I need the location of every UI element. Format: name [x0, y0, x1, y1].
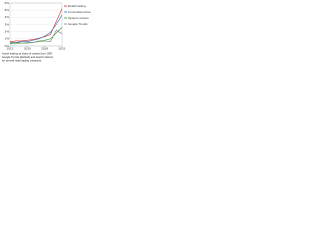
legend-label: Google Trends: [68, 22, 88, 26]
plot-frame: [9, 2, 63, 47]
y-tick-label: 4%: [5, 15, 10, 19]
y-tick-label: 6%: [5, 1, 10, 5]
x-tick-label: 2021: [59, 46, 66, 50]
chart: 0% 1% 2% 3% 4% 5% 6% 2012 2015 2018 2021 Retail tra…: [2, 1, 91, 63]
y-tick-label: 3%: [5, 22, 10, 26]
series-line: [10, 29, 63, 44]
page: {"chart_data": {"type": "line", "x": [20…: [0, 0, 100, 66]
x-tick-label: 2012: [7, 46, 14, 50]
series-line: [10, 27, 63, 45]
series-line: [9, 8, 63, 42]
legend-label: Options volume: [68, 16, 89, 20]
caption: for several retail trading measures: [2, 59, 42, 63]
caption: Google Trends (dashed) and search intere…: [2, 55, 54, 59]
y-tick-label: 5%: [5, 8, 10, 12]
x-tick-label: 2015: [24, 46, 31, 50]
x-tick-label: 2018: [41, 46, 48, 50]
y-tick-label: 1%: [5, 37, 10, 41]
legend-label: Retail trading: [68, 4, 86, 8]
caption: Active trading as share of market from 1…: [2, 52, 53, 56]
y-tick-label: 0%: [5, 44, 10, 48]
y-tick-label: 2%: [5, 29, 10, 33]
legend-label: Commission-free: [68, 10, 91, 14]
series-line: [9, 15, 63, 44]
